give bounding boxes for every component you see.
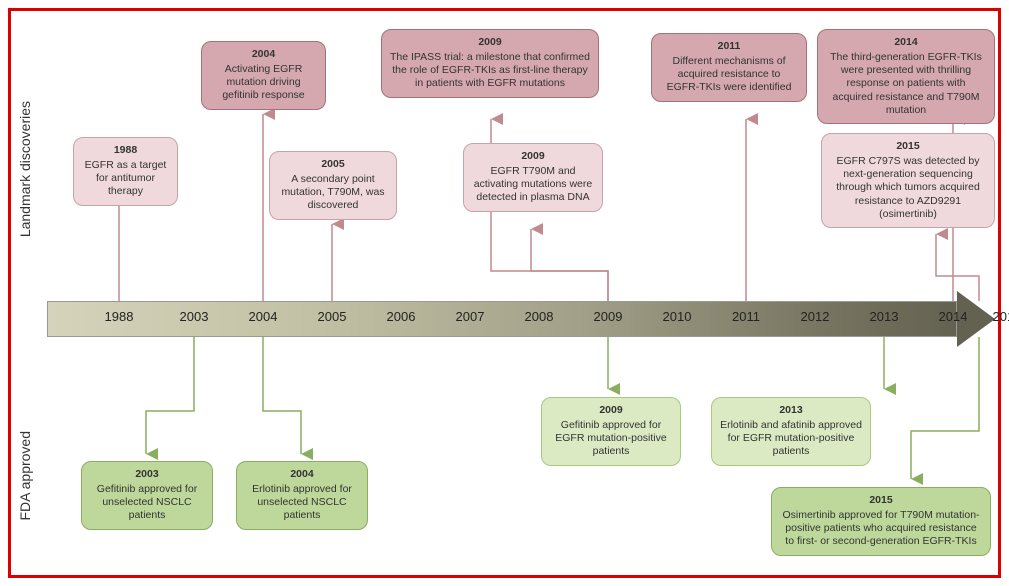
text: The IPASS trial: a milestone that confir… xyxy=(390,51,590,89)
year-tick-2014: 2014 xyxy=(933,309,973,324)
discovery-2015: 2015 EGFR C797S was detected by next-gen… xyxy=(821,133,995,228)
text: EGFR T790M and activating mutations were… xyxy=(474,165,592,203)
approval-2004: 2004 Erlotinib approved for unselected N… xyxy=(236,461,368,530)
y-label-approvals: FDA approved xyxy=(17,431,33,521)
year-tick-2013: 2013 xyxy=(864,309,904,324)
year-tick-2009: 2009 xyxy=(588,309,628,324)
text: Osimertinib approved for T790M mutation-… xyxy=(782,509,979,547)
text: Different mechanisms of acquired resista… xyxy=(667,55,792,93)
discovery-2009-t790m: 2009 EGFR T790M and activating mutations… xyxy=(463,143,603,212)
year: 2009 xyxy=(550,404,672,417)
discovery-2004: 2004 Activating EGFR mutation driving ge… xyxy=(201,41,326,110)
discovery-2005: 2005 A secondary point mutation, T790M, … xyxy=(269,151,397,220)
approval-2013: 2013 Erlotinib and afatinib approved for… xyxy=(711,397,871,466)
year-tick-2006: 2006 xyxy=(381,309,421,324)
year: 2004 xyxy=(245,468,359,481)
text: A secondary point mutation, T790M, was d… xyxy=(281,173,384,211)
year: 2009 xyxy=(472,150,594,163)
discovery-1988: 1988 EGFR as a target for antitumor ther… xyxy=(73,137,178,206)
discovery-2011: 2011 Different mechanisms of acquired re… xyxy=(651,33,807,102)
year-tick-2010: 2010 xyxy=(657,309,697,324)
approval-2009: 2009 Gefitinib approved for EGFR mutatio… xyxy=(541,397,681,466)
timeline-frame: Landmark discoveries FDA approved 1988 20… xyxy=(8,8,1001,578)
year: 2003 xyxy=(90,468,204,481)
year: 2004 xyxy=(210,48,317,61)
year-tick-1988: 1988 xyxy=(99,309,139,324)
year: 2013 xyxy=(720,404,862,417)
year: 2014 xyxy=(826,36,986,49)
year: 2011 xyxy=(660,40,798,53)
text: The third-generation EGFR-TKIs were pres… xyxy=(830,51,982,116)
approval-2015: 2015 Osimertinib approved for T790M muta… xyxy=(771,487,991,556)
year: 2005 xyxy=(278,158,388,171)
year-tick-2011: 2011 xyxy=(726,309,766,324)
text: Activating EGFR mutation driving gefitin… xyxy=(222,63,304,101)
text: Erlotinib approved for unselected NSCLC … xyxy=(252,483,352,521)
discovery-2009-ipass: 2009 The IPASS trial: a milestone that c… xyxy=(381,29,599,98)
discovery-2014: 2014 The third-generation EGFR-TKIs were… xyxy=(817,29,995,124)
year-tick-2008: 2008 xyxy=(519,309,559,324)
year-tick-2003: 2003 xyxy=(174,309,214,324)
text: EGFR C797S was detected by next-generati… xyxy=(836,155,980,220)
y-label-discoveries: Landmark discoveries xyxy=(17,101,33,237)
year-tick-2012: 2012 xyxy=(795,309,835,324)
year-tick-2005: 2005 xyxy=(312,309,352,324)
year: 2015 xyxy=(780,494,982,507)
timeline-axis: 1988 2003 2004 2005 2006 2007 2008 2009 2010 2011… xyxy=(47,301,991,337)
text: Gefitinib approved for unselected NSCLC … xyxy=(97,483,197,521)
year-tick-2015: 2015 xyxy=(987,309,1009,324)
year-tick-2004: 2004 xyxy=(243,309,283,324)
text: Erlotinib and afatinib approved for EGFR… xyxy=(720,419,862,457)
text: Gefitinib approved for EGFR mutation-pos… xyxy=(555,419,666,457)
year-tick-2007: 2007 xyxy=(450,309,490,324)
year: 2015 xyxy=(830,140,986,153)
year: 2009 xyxy=(390,36,590,49)
approval-2003: 2003 Gefitinib approved for unselected N… xyxy=(81,461,213,530)
year: 1988 xyxy=(82,144,169,157)
text: EGFR as a target for antitumor therapy xyxy=(85,159,167,197)
